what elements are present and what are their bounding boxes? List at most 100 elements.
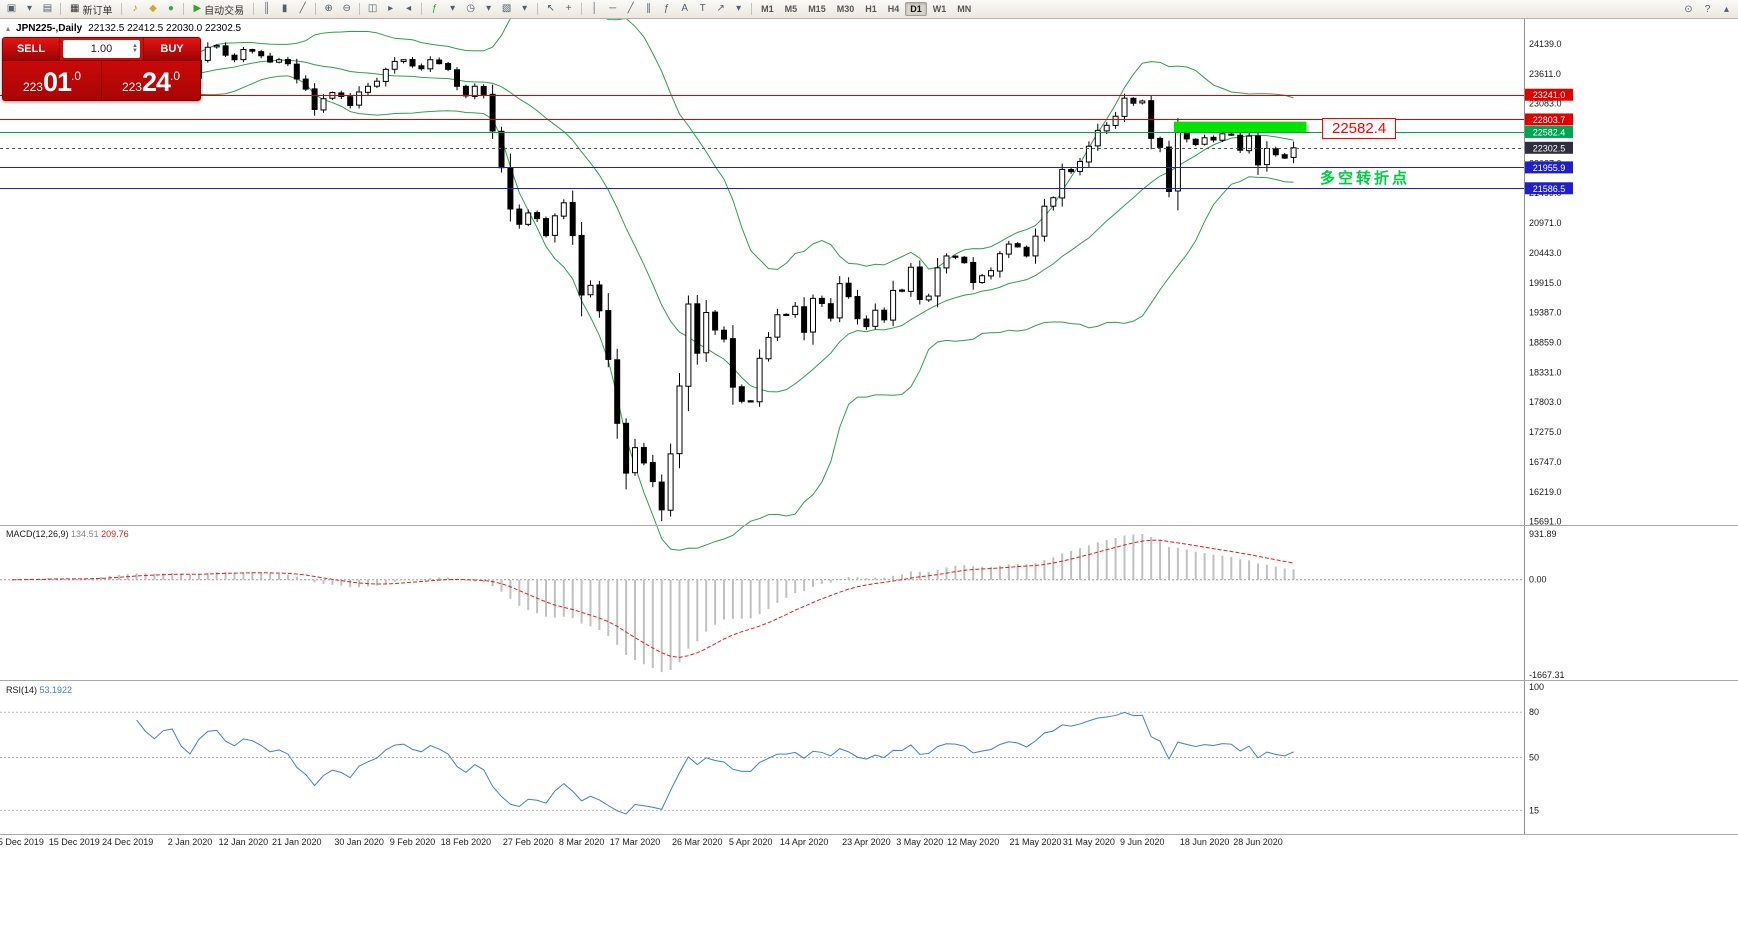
svg-text:16747.0: 16747.0 xyxy=(1529,457,1562,467)
trendline-icon[interactable]: ╱ xyxy=(622,2,639,17)
svg-text:22803.7: 22803.7 xyxy=(1533,115,1566,125)
cursor-icon: ↖ xyxy=(546,3,555,14)
pivot-note[interactable]: 多空转折点 xyxy=(1320,170,1411,187)
indicators-dropdown-icon[interactable]: ▾ xyxy=(444,2,461,17)
buy-button[interactable]: BUY xyxy=(143,38,200,60)
toolbar: ▣ ▾ ▤ ▦ 新订单 ♪ ◆ ● ▶ 自动交易 ║ ▮ ╱ ⊕ ⊖ ◫ ▸ ◂ ƒ ▾ ◷ ▾ ▧ ▾ ↖ + │ ─ ╱ ∥ ƒ A T ↗ ▾… xyxy=(0,0,1738,19)
macd-pane: 931.89 0.00 -1667.31 xyxy=(0,529,1565,680)
auto-scroll-icon[interactable]: ▸ xyxy=(382,2,399,17)
arrows-dropdown-icon[interactable]: ▾ xyxy=(730,2,747,17)
scroll-up-icon[interactable]: ▴ xyxy=(1723,3,1730,15)
indicators-icon: ƒ xyxy=(431,3,438,14)
candlestick-chart-type-icon[interactable]: ▮ xyxy=(276,2,293,17)
zoom-in-icon: ⊕ xyxy=(324,3,333,14)
timeframe-m5-button[interactable]: M5 xyxy=(784,4,798,14)
options-icon[interactable]: ● xyxy=(162,2,179,17)
arrows-icon[interactable]: ↗ xyxy=(712,2,729,17)
auto-trading-button-label: 自动交易 xyxy=(204,5,245,17)
svg-text:23083.0: 23083.0 xyxy=(1529,99,1562,109)
timeframe-d1-button[interactable]: D1 xyxy=(905,2,927,16)
timeframe-h4-button[interactable]: H4 xyxy=(887,4,900,14)
help-icon[interactable]: ? xyxy=(1704,3,1711,15)
line-chart-type-icon[interactable]: ╱ xyxy=(294,2,311,17)
templates-icon[interactable]: ▧ xyxy=(498,2,515,17)
svg-text:21 Jan 2020: 21 Jan 2020 xyxy=(272,837,322,847)
svg-text:27 Feb 2020: 27 Feb 2020 xyxy=(503,837,554,847)
svg-text:3 May 2020: 3 May 2020 xyxy=(896,837,943,847)
chart-shift-marker-icon: ▴ xyxy=(6,24,11,33)
toolbar-separator xyxy=(60,3,61,15)
price-annotation[interactable]: 22582.4 xyxy=(1322,118,1397,139)
new-order-button[interactable]: ▦ 新订单 xyxy=(65,2,117,17)
price-axis: 15691.0 16219.0 16747.0 17275.0 17803.0 18331… xyxy=(1525,39,1573,527)
buy-price[interactable]: 223 24.0 xyxy=(101,61,200,100)
vertical-line-icon[interactable]: │ xyxy=(586,2,603,17)
chart-list-dropdown-icon[interactable]: ▾ xyxy=(21,2,38,17)
auto-trading-button[interactable]: ▶ 自动交易 xyxy=(188,2,249,17)
periods-dropdown-icon[interactable]: ▾ xyxy=(480,2,497,17)
profiles-icon[interactable]: ▤ xyxy=(39,2,56,17)
timeframe-mn-button[interactable]: MN xyxy=(957,4,972,14)
equidistant-channel-icon[interactable]: ∥ xyxy=(640,2,657,17)
toolbar-separator xyxy=(751,3,753,15)
svg-text:15 Dec 2019: 15 Dec 2019 xyxy=(49,837,100,847)
volume-input[interactable]: 1.00 ▲ ▼ xyxy=(63,40,140,58)
timeframe-m15-button[interactable]: M15 xyxy=(808,4,826,14)
tile-windows-icon: ◫ xyxy=(367,3,378,14)
sell-button[interactable]: SELL xyxy=(3,38,60,60)
svg-text:5 Dec 2019: 5 Dec 2019 xyxy=(0,837,44,847)
new-chart-icon[interactable]: ▣ xyxy=(3,2,20,17)
text-icon[interactable]: A xyxy=(676,2,693,17)
svg-text:9 Feb 2020: 9 Feb 2020 xyxy=(390,837,436,847)
templates-dropdown-icon[interactable]: ▾ xyxy=(516,2,533,17)
svg-text:31 May 2020: 31 May 2020 xyxy=(1063,837,1115,847)
ohlc-values: 22132.5 22412.5 22030.0 22302.5 xyxy=(88,23,242,34)
svg-text:24139.0: 24139.0 xyxy=(1529,39,1562,49)
svg-text:12 May 2020: 12 May 2020 xyxy=(947,837,999,847)
search-icon[interactable]: ⊙ xyxy=(1684,3,1693,15)
chart-shift-icon: ◂ xyxy=(406,3,412,14)
svg-text:21 May 2020: 21 May 2020 xyxy=(1009,837,1061,847)
new-order-button-label: 新订单 xyxy=(82,5,113,17)
volume-value[interactable]: 1.00 xyxy=(90,43,113,55)
zoom-out-icon[interactable]: ⊖ xyxy=(338,2,355,17)
periods-icon: ◷ xyxy=(466,3,476,14)
sound-icon[interactable]: ♪ xyxy=(126,2,143,17)
toolbar-separator xyxy=(581,3,583,15)
fibonacci-icon[interactable]: ƒ xyxy=(658,2,675,17)
arrows-dropdown-icon: ▾ xyxy=(736,3,742,14)
text-label-icon[interactable]: T xyxy=(694,2,711,17)
chart-canvas[interactable]: 15691.0 16219.0 16747.0 17275.0 17803.0 18331… xyxy=(0,19,1738,943)
crosshair-icon[interactable]: + xyxy=(560,2,577,17)
indicators-icon[interactable]: ƒ xyxy=(426,2,443,17)
one-click-trading-panel: SELL 1.00 ▲ ▼ BUY 223 01.0 223 24.0 xyxy=(2,37,201,101)
tile-windows-icon[interactable]: ◫ xyxy=(364,2,381,17)
svg-text:28 Jun 2020: 28 Jun 2020 xyxy=(1233,837,1283,847)
horizontal-line-icon[interactable]: ─ xyxy=(604,2,621,17)
svg-text:22582.4: 22582.4 xyxy=(1533,127,1566,137)
chart-shift-icon[interactable]: ◂ xyxy=(400,2,417,17)
highlight-rectangle[interactable] xyxy=(1173,121,1307,132)
bar-chart-type-icon[interactable]: ║ xyxy=(258,2,275,17)
timeframe-h1-button[interactable]: H1 xyxy=(865,4,877,14)
timeframe-m30-button[interactable]: M30 xyxy=(836,4,855,14)
profiles-icon: ▤ xyxy=(42,3,53,14)
metaeditor-icon[interactable]: ◆ xyxy=(144,2,161,17)
crosshair-icon: + xyxy=(565,3,572,14)
timeframe-m1-button[interactable]: M1 xyxy=(761,4,774,14)
sell-price[interactable]: 223 01.0 xyxy=(22,66,82,97)
svg-text:15691.0: 15691.0 xyxy=(1529,517,1562,527)
zoom-in-icon[interactable]: ⊕ xyxy=(320,2,337,17)
toolbar-separator xyxy=(421,3,423,15)
svg-text:17803.0: 17803.0 xyxy=(1529,397,1562,407)
periods-dropdown-icon: ▾ xyxy=(486,3,492,14)
svg-text:16219.0: 16219.0 xyxy=(1529,487,1562,497)
timeframe-w1-button[interactable]: W1 xyxy=(932,4,947,14)
indicators-dropdown-icon: ▾ xyxy=(450,3,456,14)
cursor-icon[interactable]: ↖ xyxy=(542,2,559,17)
auto-trading-play-icon: ▶ xyxy=(193,3,202,14)
rsi-indicator-label: RSI(14) 53.1922 xyxy=(6,685,73,695)
volume-spinner-icon[interactable]: ▲ ▼ xyxy=(132,42,138,54)
periods-icon[interactable]: ◷ xyxy=(462,2,479,17)
symbol-info: ▴ JPN225-,Daily 22132.5 22412.5 22030.0 … xyxy=(6,23,241,34)
